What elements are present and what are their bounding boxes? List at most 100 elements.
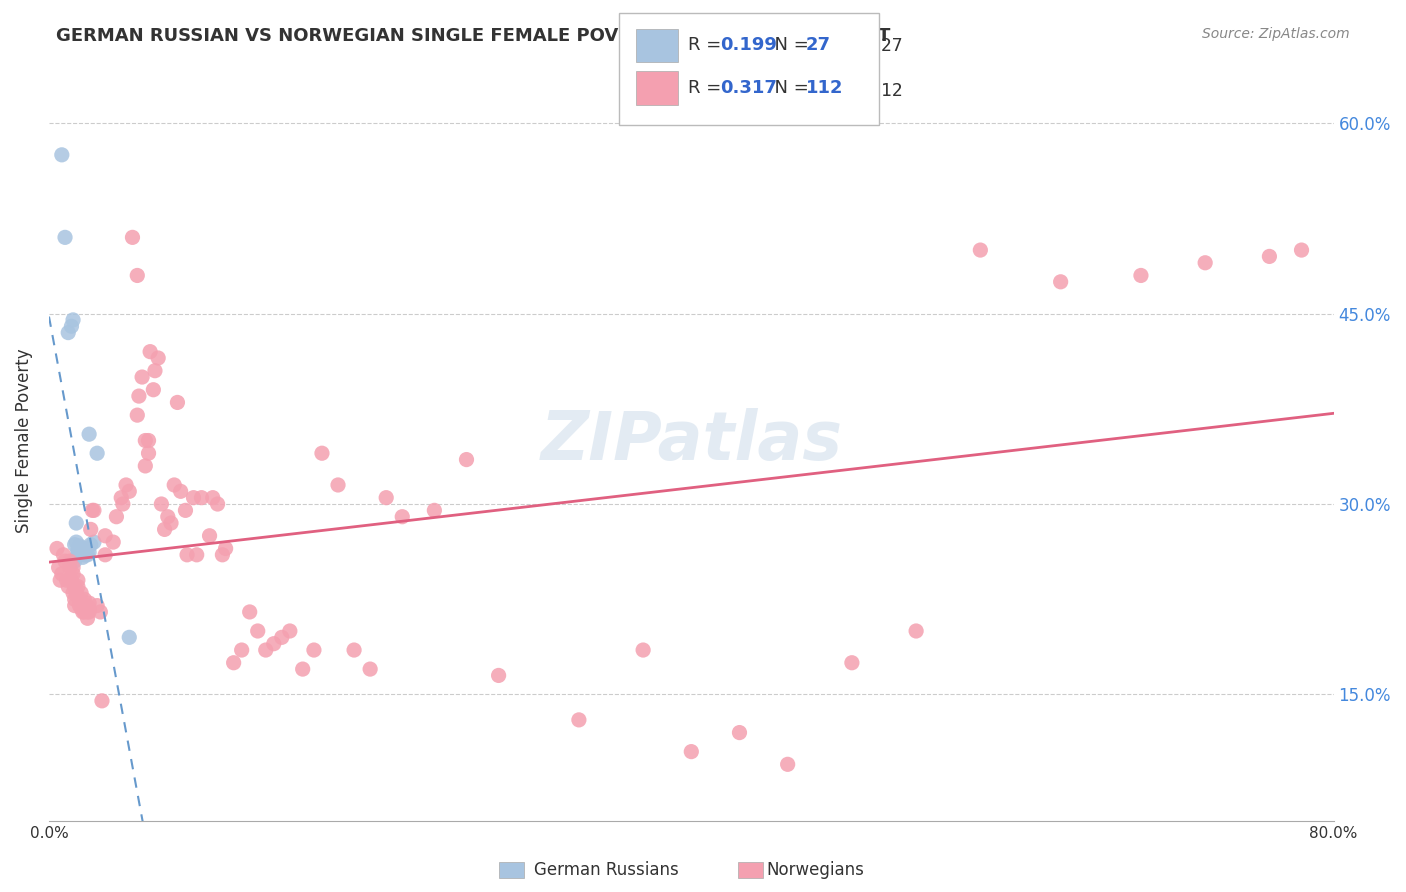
Point [1194, 256, 1216, 270]
Point [176, 548, 198, 562]
Point [231, 643, 253, 657]
Point [72, 605, 94, 619]
Point [51, 148, 73, 162]
Point [94, 548, 117, 562]
Point [76, 548, 98, 562]
Point [160, 516, 183, 530]
Point [83, 503, 105, 517]
Point [183, 491, 205, 505]
Point [69, 544, 91, 558]
Point [46, 541, 69, 556]
Point [65, 586, 87, 600]
Point [77, 596, 100, 610]
Point [91, 694, 114, 708]
Point [66, 580, 89, 594]
Point [82, 503, 104, 517]
Point [65, 535, 87, 549]
Point [110, 491, 132, 505]
Point [75, 548, 97, 562]
Point [53, 230, 76, 244]
Point [49, 573, 72, 587]
Point [1291, 243, 1313, 257]
Point [65, 516, 87, 530]
Text: R = 0.199   N =  27: R = 0.199 N = 27 [696, 37, 903, 55]
Point [76, 605, 98, 619]
Text: R =: R = [688, 79, 727, 97]
Point [186, 548, 208, 562]
Point [66, 545, 89, 559]
Point [1258, 249, 1281, 263]
Text: 0.317: 0.317 [735, 82, 792, 100]
Point [69, 539, 91, 553]
Point [681, 745, 703, 759]
Text: Norwegians: Norwegians [766, 861, 865, 879]
Text: 0.199: 0.199 [720, 37, 776, 54]
Point [127, 408, 149, 422]
Text: N =: N = [763, 79, 815, 97]
Text: N =: N = [773, 37, 825, 55]
Point [375, 491, 398, 505]
Point [841, 656, 863, 670]
Point [291, 662, 314, 676]
Text: ZIPatlas: ZIPatlas [540, 408, 842, 474]
Point [302, 643, 325, 657]
Point [60, 319, 83, 334]
Point [66, 573, 89, 587]
Point [118, 631, 141, 645]
Point [263, 637, 285, 651]
Text: 27: 27 [806, 37, 831, 54]
Point [80, 523, 103, 537]
Point [214, 541, 236, 556]
Point [63, 592, 86, 607]
Point [62, 560, 84, 574]
Point [70, 601, 93, 615]
Text: Source: ZipAtlas.com: Source: ZipAtlas.com [1202, 27, 1350, 41]
Text: 0.317: 0.317 [720, 79, 776, 97]
Text: 112: 112 [806, 79, 844, 97]
Point [153, 523, 176, 537]
Point [59, 560, 82, 574]
Point [270, 631, 292, 645]
Point [278, 624, 301, 638]
Point [631, 643, 654, 657]
Point [75, 599, 97, 613]
Point [76, 611, 98, 625]
Point [134, 434, 156, 448]
Point [111, 497, 134, 511]
Text: R =: R = [688, 37, 727, 54]
Point [70, 586, 93, 600]
Point [1049, 275, 1071, 289]
Point [776, 757, 799, 772]
Point [211, 548, 233, 562]
Point [127, 268, 149, 283]
Point [190, 491, 212, 505]
Text: GERMAN RUSSIAN VS NORWEGIAN SINGLE FEMALE POVERTY CORRELATION CHART: GERMAN RUSSIAN VS NORWEGIAN SINGLE FEMAL… [56, 27, 890, 45]
Point [201, 491, 224, 505]
Point [343, 643, 366, 657]
Point [51, 566, 73, 581]
Point [568, 713, 591, 727]
Point [311, 446, 333, 460]
Point [62, 313, 84, 327]
Point [138, 446, 160, 460]
Point [80, 538, 103, 552]
Point [118, 484, 141, 499]
Text: N =: N = [773, 82, 825, 100]
Point [134, 458, 156, 473]
Point [58, 580, 80, 594]
Point [103, 535, 125, 549]
Point [169, 484, 191, 499]
Point [58, 326, 80, 340]
Point [138, 434, 160, 448]
Point [52, 548, 75, 562]
Point [905, 624, 928, 638]
Text: R = 0.317   N = 112: R = 0.317 N = 112 [696, 82, 903, 100]
Point [59, 554, 82, 568]
Point [163, 478, 186, 492]
Point [77, 601, 100, 615]
Point [391, 509, 413, 524]
Point [146, 351, 169, 365]
Point [86, 446, 108, 460]
Point [94, 529, 117, 543]
Point [62, 586, 84, 600]
